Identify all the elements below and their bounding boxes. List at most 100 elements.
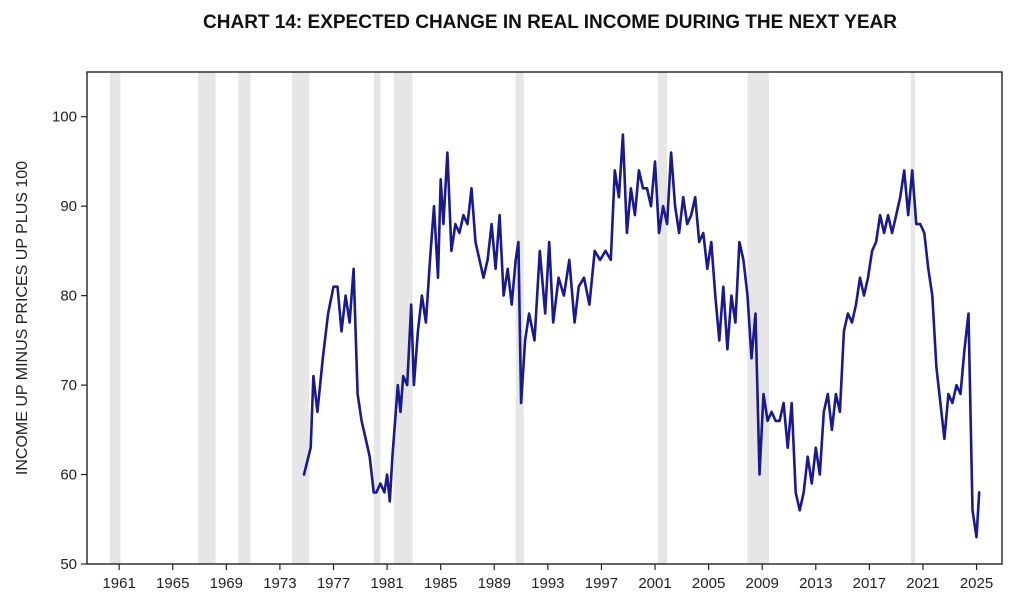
data-point: [843, 330, 845, 333]
data-point: [429, 258, 431, 261]
y-axis-title: INCOME UP MINUS PRICES UP PLUS 100: [14, 161, 31, 475]
y-tick-label: 70: [60, 377, 77, 394]
data-point: [798, 509, 801, 512]
data-point: [830, 428, 833, 431]
data-point: [939, 402, 942, 404]
x-axis-ticks: 1961 1965 1969 1973 1977 1981 1985 1989 1993 1997…: [102, 564, 993, 592]
data-point: [895, 214, 898, 217]
x-tick-label: 1973: [263, 575, 296, 592]
recession-band-10: [910, 72, 915, 564]
data-point: [498, 214, 501, 217]
data-point: [630, 187, 632, 190]
data-point: [758, 473, 761, 476]
x-tick-label: 2021: [906, 575, 939, 592]
data-point: [943, 437, 946, 440]
data-point: [714, 294, 717, 297]
data-point: [442, 223, 445, 225]
data-point: [658, 232, 660, 234]
data-point: [490, 223, 493, 225]
data-point: [437, 276, 439, 279]
data-point: [321, 357, 324, 360]
data-point: [410, 303, 413, 306]
data-point: [778, 419, 781, 422]
data-point: [368, 455, 371, 458]
x-tick-label: 1989: [478, 575, 511, 592]
data-point: [577, 285, 580, 288]
data-point: [638, 169, 640, 172]
data-point: [891, 232, 894, 234]
y-tick-label: 80: [60, 288, 77, 305]
data-point: [923, 232, 926, 234]
data-point: [903, 169, 906, 172]
data-point: [524, 339, 526, 342]
data-point: [726, 348, 729, 351]
data-point: [875, 241, 877, 243]
recession-band-4: [291, 72, 310, 564]
data-point: [417, 330, 419, 333]
data-point: [327, 312, 330, 315]
y-axis-ticks: 50 60 70 80 90 100: [52, 109, 87, 573]
data-point: [466, 223, 469, 225]
data-point: [391, 455, 394, 458]
data-point: [742, 258, 745, 261]
x-tick-label: 1977: [317, 575, 350, 592]
data-point: [548, 241, 551, 243]
data-point: [887, 214, 890, 217]
data-point: [399, 411, 402, 413]
data-point: [375, 491, 378, 494]
data-point: [919, 223, 922, 225]
data-point: [599, 258, 601, 261]
data-point: [303, 473, 305, 476]
data-point: [694, 196, 697, 199]
data-point: [766, 419, 769, 422]
data-point: [544, 312, 547, 315]
data-point: [510, 303, 513, 306]
data-point: [686, 223, 689, 225]
series-line-1: [302, 133, 981, 539]
data-point: [439, 178, 442, 181]
y-tick-label: 60: [60, 467, 77, 484]
data-point: [971, 509, 974, 512]
data-point: [666, 223, 668, 225]
data-point: [706, 267, 709, 270]
recession-bands: [109, 72, 915, 564]
data-point: [847, 312, 849, 315]
data-point: [458, 232, 461, 234]
recession-band-2: [198, 72, 216, 564]
data-point: [356, 393, 359, 395]
recession-band-5: [373, 72, 381, 564]
data-point: [336, 285, 339, 288]
recession-band-1: [109, 72, 121, 564]
data-point: [340, 330, 343, 333]
data-point: [935, 366, 938, 369]
recession-band-8: [657, 72, 668, 564]
data-point: [372, 491, 375, 494]
data-point: [309, 446, 312, 449]
data-point: [802, 491, 805, 494]
data-point: [730, 294, 733, 297]
data-point: [818, 473, 821, 476]
x-tick-label: 1965: [156, 575, 189, 592]
data-point: [702, 232, 705, 234]
data-point: [316, 411, 319, 413]
data-point: [557, 276, 560, 279]
data-point: [433, 205, 435, 208]
data-point: [674, 205, 677, 208]
x-tick-label: 2017: [853, 575, 886, 592]
data-point: [386, 473, 388, 476]
data-point: [698, 241, 701, 243]
recession-band-6: [393, 72, 413, 564]
x-tick-label: 2001: [638, 575, 671, 592]
data-point: [907, 214, 910, 217]
data-point: [613, 169, 616, 172]
data-point: [360, 419, 363, 422]
data-point: [494, 267, 497, 270]
data-point: [478, 258, 481, 261]
recession-band-3: [238, 72, 251, 564]
data-point: [678, 232, 681, 234]
data-point: [379, 482, 382, 485]
data-point: [450, 250, 453, 252]
data-point: [394, 419, 397, 422]
data-point: [517, 241, 520, 243]
